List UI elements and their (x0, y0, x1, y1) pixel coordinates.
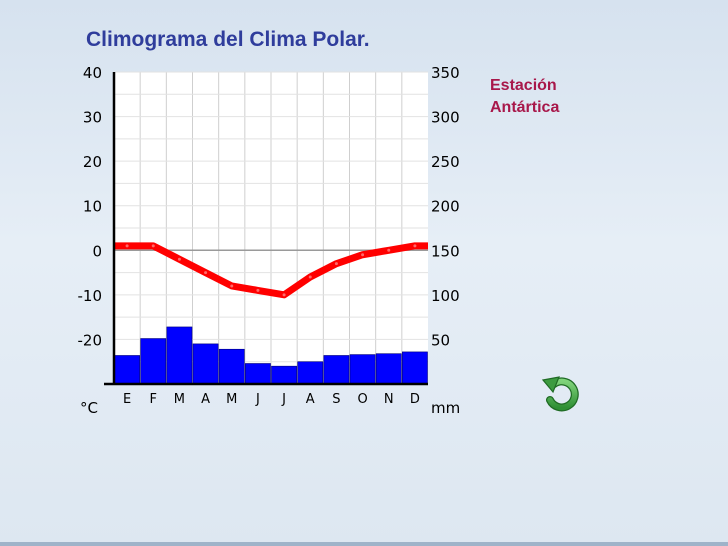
precipitation-bars (114, 326, 428, 385)
month-label: J (255, 392, 260, 407)
month-label: A (306, 392, 315, 407)
temperature-point (177, 257, 181, 261)
station-label-line-1: Estación (490, 77, 557, 94)
precipitation-bar (271, 365, 297, 385)
right-tick-label: 50 (431, 331, 450, 349)
footer-band (0, 542, 728, 546)
month-label: N (384, 392, 394, 407)
month-label: S (332, 392, 340, 407)
temperature-point (282, 293, 286, 297)
precipitation-bar (166, 326, 193, 385)
month-label: A (201, 392, 210, 407)
precipitation-bar (245, 363, 271, 385)
month-label: D (410, 392, 420, 407)
temperature-point (334, 262, 338, 266)
precipitation-bar (114, 355, 140, 385)
left-tick-label: -20 (78, 331, 103, 349)
month-label: F (150, 392, 157, 407)
month-label: M (174, 392, 185, 407)
right-tick-label: 100 (431, 287, 460, 305)
temperature-polyline (114, 242, 428, 299)
temperature-point (387, 248, 391, 252)
month-label: J (281, 392, 286, 407)
temperature-line (114, 242, 428, 299)
right-tick-label: 150 (431, 242, 460, 260)
left-tick-label: 10 (83, 198, 102, 216)
month-label: O (357, 392, 367, 407)
left-tick-label: 30 (83, 109, 102, 127)
precipitation-bar (402, 351, 428, 385)
left-tick-label: 0 (92, 242, 102, 260)
temperature-point (308, 275, 312, 279)
left-tick-label: 40 (83, 64, 102, 82)
precipitation-bar (323, 355, 350, 385)
temperature-point (204, 271, 208, 275)
temperature-point (361, 253, 365, 257)
right-tick-label: 300 (431, 109, 460, 127)
month-label: M (226, 392, 237, 407)
left-axis-unit: °C (80, 399, 98, 417)
temperature-point (125, 244, 129, 248)
month-label: E (123, 392, 131, 407)
left-tick-label: 20 (83, 153, 102, 171)
precipitation-bar (192, 343, 219, 385)
precipitation-bar (349, 354, 376, 385)
temperature-point (256, 288, 260, 292)
precipitation-bar (375, 353, 402, 385)
right-tick-label: 200 (431, 198, 460, 216)
chart-grid (114, 71, 428, 385)
chart-axes (104, 72, 428, 386)
chart-title: Climograma del Clima Polar. (86, 28, 370, 51)
precipitation-bar (140, 338, 167, 385)
station-label-line-2: Antártica (490, 99, 560, 116)
right-tick-label: 250 (431, 153, 460, 171)
temperature-point (413, 244, 417, 248)
precipitation-bar (297, 361, 324, 385)
station-label: Estación Antártica (490, 75, 559, 119)
left-tick-label: -10 (78, 287, 103, 305)
right-tick-label: 350 (431, 64, 460, 82)
precipitation-bar (218, 348, 245, 385)
replay-button[interactable] (540, 372, 584, 416)
temperature-point (151, 244, 155, 248)
right-axis-unit: mm (431, 399, 460, 417)
temperature-point (230, 284, 234, 288)
rotate-ccw-arrow-icon (541, 376, 579, 412)
